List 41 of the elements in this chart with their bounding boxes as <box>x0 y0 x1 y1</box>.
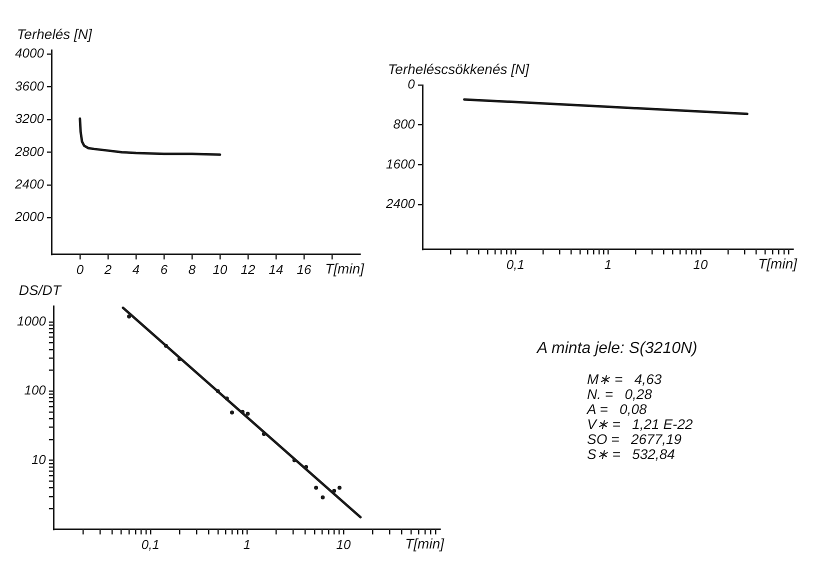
y-tick-label: 1600 <box>386 156 416 172</box>
y-tick-label: 0 <box>408 76 416 92</box>
y-tick-label: 3600 <box>15 78 45 94</box>
x-tick-label: 16 <box>296 262 312 277</box>
x-axis-title: T[min] <box>325 260 366 276</box>
x-tick-label: 2 <box>103 262 112 277</box>
x-axis-title: T[min] <box>758 255 798 272</box>
y-tick-label: 2400 <box>385 196 416 212</box>
y-axis-title: Terhelés [N] <box>16 26 93 42</box>
text: A = 0,08 <box>587 401 648 417</box>
y-tick-label: 1000 <box>17 314 47 329</box>
text: SO = 2677,19 <box>587 431 683 447</box>
x-tick-label: 4 <box>132 262 140 277</box>
text: V∗ = 1,21 E-22 <box>587 416 694 432</box>
x-tick-label: 1 <box>243 536 251 552</box>
x-tick-label: 10 <box>693 256 708 272</box>
x-tick-label: 1 <box>604 256 612 272</box>
text: N. = 0,28 <box>587 386 653 402</box>
y-tick-label: 2800 <box>14 144 45 159</box>
y-tick-label: 4000 <box>15 46 45 61</box>
text: A minta jele: S(3210N) <box>537 340 698 358</box>
x-tick-label: 10 <box>212 262 228 277</box>
y-tick-label: 2400 <box>14 176 45 192</box>
x-tick-label: 0 <box>76 262 84 277</box>
x-tick-label: 6 <box>160 262 168 277</box>
x-tick-label: 0,1 <box>141 536 160 552</box>
x-axis-title: T[min] <box>405 535 446 552</box>
y-tick-label: 800 <box>393 116 416 132</box>
y-axis-title: Terheléscsökkenés [N] <box>388 60 530 77</box>
x-tick-label: 10 <box>336 536 352 552</box>
text: S∗ = 532,84 <box>587 446 676 462</box>
y-tick-label: 100 <box>24 382 47 398</box>
y-tick-label: 2000 <box>14 209 45 224</box>
y-tick-label: 3200 <box>15 111 45 126</box>
text: M∗ = 4,63 <box>587 371 663 387</box>
x-tick-label: 14 <box>268 262 284 277</box>
x-tick-label: 12 <box>240 262 256 277</box>
y-tick-label: 10 <box>31 452 47 467</box>
y-axis-title: DS/DT <box>18 282 62 298</box>
x-tick-label: 0,1 <box>506 256 524 272</box>
x-tick-label: 8 <box>188 262 196 277</box>
